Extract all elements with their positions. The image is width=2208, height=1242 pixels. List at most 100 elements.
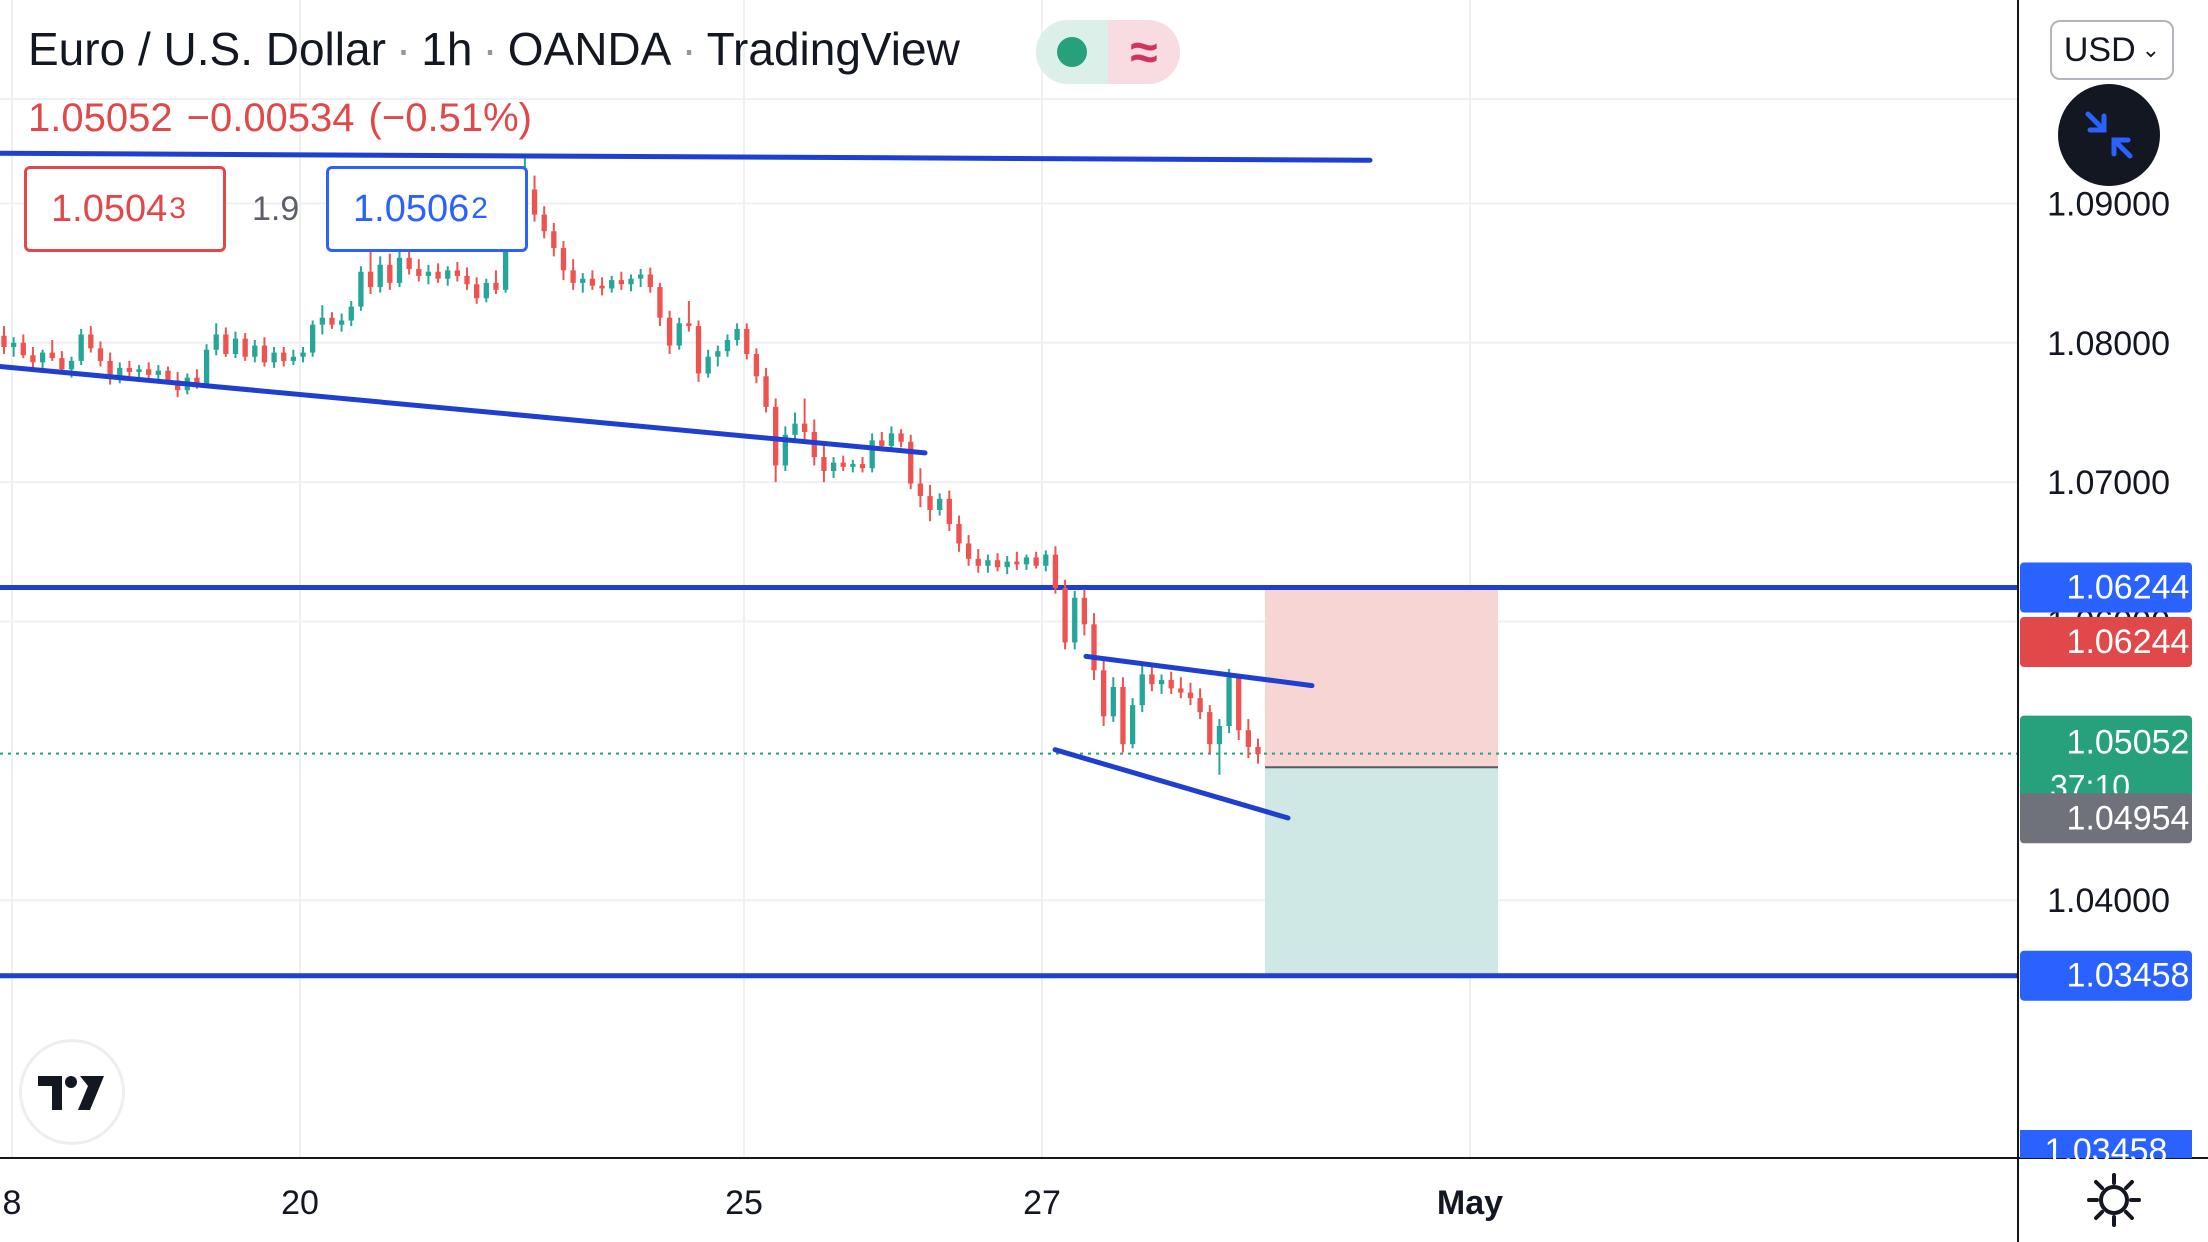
candle-body [493,282,499,290]
candle-body [705,356,711,374]
trendline-top [0,150,1373,163]
candle [445,266,451,286]
candle [319,305,325,335]
candle [223,327,229,357]
candle [1187,682,1194,706]
candle-body [975,558,981,566]
candle-body [946,498,952,524]
candle [637,268,644,288]
candle-body [956,523,962,544]
horizontal-lines[interactable] [0,585,2018,979]
candle-body [850,464,856,467]
candle [1149,666,1155,692]
candle [676,317,682,350]
candle [705,349,711,378]
quote-line: 1.05052 −0.00534 (−0.51%) [28,96,546,141]
candle [589,270,596,290]
candle [348,300,354,327]
bid-price: 1.0504 [51,187,168,230]
candle-body [560,248,567,271]
candle-body [676,323,682,346]
candle [203,344,210,388]
collapse-icon [2085,111,2133,159]
candle [377,256,383,293]
candle-body [155,370,161,375]
candle-body [830,462,837,472]
tradingview-logo[interactable] [22,1042,122,1142]
symbol-name[interactable]: Euro / U.S. Dollar [28,23,386,75]
candle-body [261,345,268,363]
candle-body [78,334,84,361]
candle [146,362,152,380]
candle-body [454,270,461,276]
candle-body [1014,561,1020,565]
candle [1072,590,1078,650]
candle-body [1062,588,1068,643]
candle-body [1110,686,1116,717]
candle-body [1178,688,1184,693]
sell-button[interactable]: 1.0504 3 [24,166,226,252]
settings-icon[interactable] [2084,1170,2144,1230]
candle-body [531,189,538,215]
wave-icon: ≈ [1108,20,1180,84]
candle [994,553,1001,572]
trendlines[interactable] [0,150,1373,821]
x-tick-label: 20 [281,1184,319,1222]
trendline-support [0,363,928,456]
candle [763,367,769,413]
candle-body [859,464,866,469]
candle-body [271,352,277,363]
candle [483,278,489,303]
candle-body [1149,674,1155,685]
candle [97,341,104,367]
candle-body [165,370,171,381]
interval[interactable]: 1h [421,23,473,75]
candle [1245,719,1252,759]
price-label-bg [2020,950,2192,1001]
price-label-text: 1.04954 [2067,799,2190,837]
x-tick-label: May [1437,1184,1503,1222]
candle-body [570,270,576,283]
candle-body [1052,554,1059,589]
ask-pip: 2 [471,192,488,225]
candle-body [821,457,827,472]
candle [252,340,258,363]
candle [1081,589,1088,636]
candle [599,277,605,296]
candle-body [609,280,615,289]
candle [464,267,470,290]
candle [666,310,673,354]
candle [609,275,615,293]
candle [290,349,297,366]
trendline-wedge-upper [1083,653,1315,689]
candle [715,345,721,367]
candle-body [290,356,297,361]
candle-body [599,285,605,289]
candle [367,250,374,295]
candle [1023,554,1030,570]
chart-header[interactable]: Euro / U.S. Dollar · 1h · OANDA · TradingView [28,22,960,76]
market-status[interactable]: ≈ [1036,20,1180,84]
candle [830,457,837,478]
candle [898,429,904,448]
candle [59,351,65,374]
candle-body [763,376,769,407]
candle [329,312,335,329]
collapse-button[interactable] [2058,84,2160,186]
candle [387,253,393,290]
candle-body [435,271,441,279]
candle-body [908,441,914,484]
candle-body [425,271,432,276]
candle-body [281,352,287,361]
candle [1091,613,1097,681]
platform: TradingView [706,23,960,75]
candle-body [792,423,798,435]
price-label-bg [2020,562,2192,613]
buy-button[interactable]: 1.0506 2 [326,166,528,252]
candle-body [387,264,393,283]
candle-body [1255,746,1261,754]
candle-body [898,433,904,442]
candle [1236,674,1242,740]
candle-body [146,369,152,375]
currency-select[interactable]: USD ⌄ [2050,20,2174,80]
